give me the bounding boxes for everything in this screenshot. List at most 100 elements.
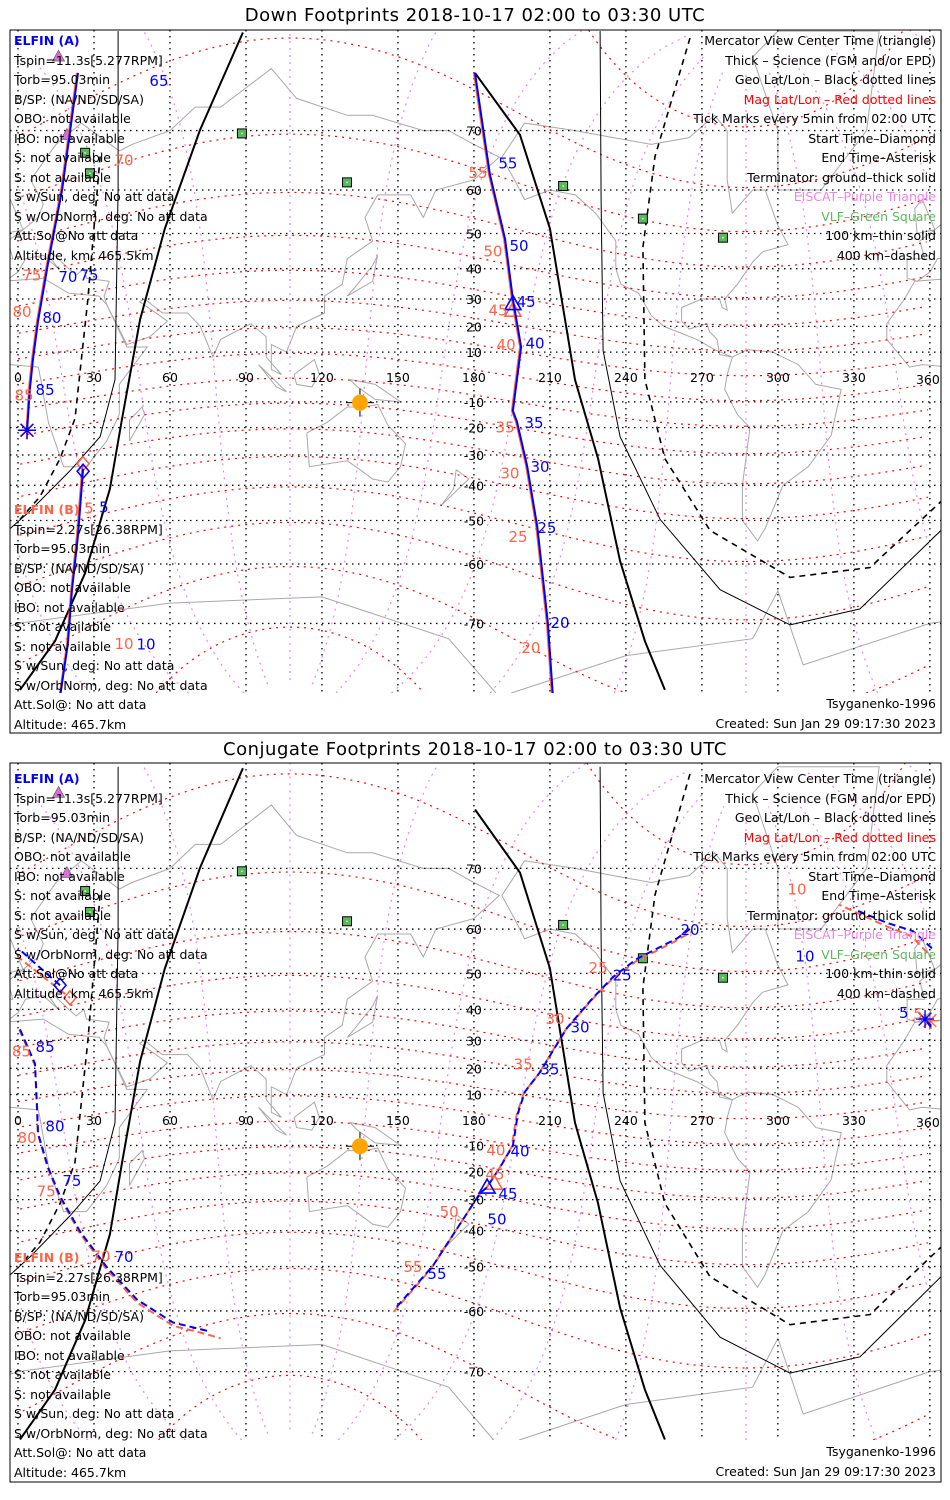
mag-longitude-line — [614, 806, 725, 1440]
sun-disk — [351, 1138, 368, 1155]
coastline — [293, 358, 320, 388]
longitude-tick-label: 240 — [614, 1113, 638, 1128]
mag-latitude-line — [746, 1242, 929, 1266]
longitude-tick-label: 210 — [538, 1113, 562, 1128]
mag-latitude-line — [746, 135, 930, 189]
time-tick-label: 30 — [531, 458, 550, 476]
vlf-station-dot — [84, 890, 86, 892]
coastline — [349, 379, 403, 403]
vlf-station-dot — [84, 151, 86, 154]
elfin-a-label: ELFIN (A) — [14, 771, 80, 786]
track-segment — [18, 1028, 221, 1340]
mag-latitude-line — [18, 299, 746, 352]
mag-latitude-line — [746, 873, 930, 928]
elfin-b-info-line: Tspin=2.27s[26.38RPM] — [14, 521, 163, 537]
coastline — [752, 766, 880, 930]
elfin-a-info-line: S w/Sun, deg: No att data — [14, 189, 175, 204]
elfin-a-info-line: S: not available — [14, 150, 111, 165]
coastline — [349, 1122, 403, 1147]
down-footprint-map: 0 30 60 90 120 150 180 210 240 270 300 330 360 70 60 50… — [10, 30, 941, 693]
coastline — [10, 277, 149, 468]
track-segment — [924, 1018, 932, 1028]
mag-longitude-line — [767, 806, 877, 1440]
track-segment — [838, 903, 932, 958]
axis-labels: 0 30 60 90 120 150 180 210 240 270 300 330 360 70 60 50… — [14, 124, 940, 632]
elfin-b-info-line: S w/OrbNorm, deg: No att data — [14, 677, 208, 693]
mag-latitude-line — [19, 191, 746, 268]
panel-title-conjugate: Conjugate Footprints 2018-10-17 02:00 to… — [223, 739, 727, 760]
plot-frame — [9, 29, 942, 734]
latitude-tick-label: 50 — [466, 226, 482, 241]
latitude-tick-label: 30 — [466, 292, 482, 307]
mag-latitude-line — [746, 981, 927, 1009]
mag-longitude-line — [489, 56, 704, 693]
time-tick-label: 30 — [571, 1018, 590, 1036]
elfin-b-info-line: S w/Sun, deg: No att data — [14, 1406, 175, 1421]
elfin-a-info-line: Tspin=11.3s[5.277RPM] — [14, 52, 163, 68]
mag-latitude-line — [746, 1180, 928, 1199]
vlf-station-dot — [642, 217, 644, 220]
time-tick-label: 80 — [45, 1118, 64, 1136]
longitude-tick-label: 30 — [86, 370, 102, 385]
longitude-tick-label: 120 — [310, 370, 334, 385]
latitude-tick-label: -60 — [464, 1304, 484, 1319]
time-tick-label: 10 — [787, 880, 806, 898]
coastline — [501, 852, 789, 1101]
longitude-tick-label: 180 — [462, 1113, 486, 1128]
coastline — [886, 281, 941, 368]
mag-latitude-line — [746, 197, 930, 233]
track-segment — [857, 909, 933, 949]
legend-item: VLF–Green Square — [821, 208, 936, 224]
mag-longitude-line — [33, 60, 245, 693]
vlf-station-dot — [89, 172, 91, 175]
mag-latitude-line — [22, 974, 746, 1040]
mag-latitude-line — [18, 1010, 746, 1068]
longitude-tick-label: 30 — [86, 1113, 102, 1128]
elfin-b-info-line: S: not available — [14, 619, 111, 634]
longitude-tick-label: 330 — [842, 1113, 866, 1128]
elfin-a-info-line: B/SP: (NA/ND/SD/SA) — [14, 829, 144, 845]
mag-latitude-line — [746, 435, 928, 455]
coastline — [519, 1337, 931, 1440]
time-tick-label: 45 — [488, 301, 507, 319]
center-time-triangle — [477, 1177, 497, 1194]
longitude-tick-label: 0 — [14, 370, 22, 385]
elfin-b-label: ELFIN (B) — [14, 502, 80, 517]
time-tick-label: 55 — [498, 154, 517, 172]
sun-disk — [351, 394, 368, 411]
elfin-a-info-line: Altitude, km: 465.5km — [14, 247, 154, 263]
time-tick-label: 80 — [18, 1129, 37, 1147]
time-tick-label: 25 — [589, 959, 608, 977]
elfin-a-label: ELFIN (A) — [14, 33, 80, 48]
longitude-tick-label: 90 — [238, 1113, 254, 1128]
mag-latitude-line — [20, 428, 746, 485]
latitude-tick-label: 30 — [466, 1033, 482, 1048]
time-tick-label: 50 — [440, 1203, 459, 1221]
track-segment — [474, 72, 554, 693]
terminators — [10, 31, 941, 691]
mag-latitude-line — [745, 359, 926, 377]
latitude-tick-label: -40 — [464, 478, 484, 493]
legend-item: 100 km–thin solid — [825, 966, 936, 981]
latitude-tick-label: -20 — [464, 1165, 484, 1180]
longitude-tick-label: 0 — [14, 1113, 22, 1128]
mag-latitude-line — [22, 234, 747, 299]
time-tick-label: 55 — [403, 1258, 422, 1276]
vlf-station-dot — [562, 924, 564, 926]
elfin-a-info-line: IBO: not available — [14, 130, 125, 146]
latitude-tick-label: 60 — [466, 183, 482, 198]
coastline — [914, 198, 936, 234]
elfin-a-tick-labels: 5 10 20 25 30 35 40 45 50 55 70 75 80 85 — [36, 921, 909, 1283]
track-segment — [394, 928, 691, 1310]
latitude-tick-label: -60 — [464, 557, 484, 572]
elfin-a-info-line: S w/OrbNorm, deg: No att data — [14, 946, 208, 962]
time-tick-label: 10 — [795, 947, 814, 965]
time-tick-label: 55 — [427, 1265, 446, 1283]
mag-latitude-line — [746, 585, 930, 621]
coastline — [10, 1018, 149, 1213]
time-tick-label: 30 — [500, 465, 519, 483]
time-tick-label: 85 — [14, 386, 33, 404]
terminator-ground — [474, 72, 666, 691]
